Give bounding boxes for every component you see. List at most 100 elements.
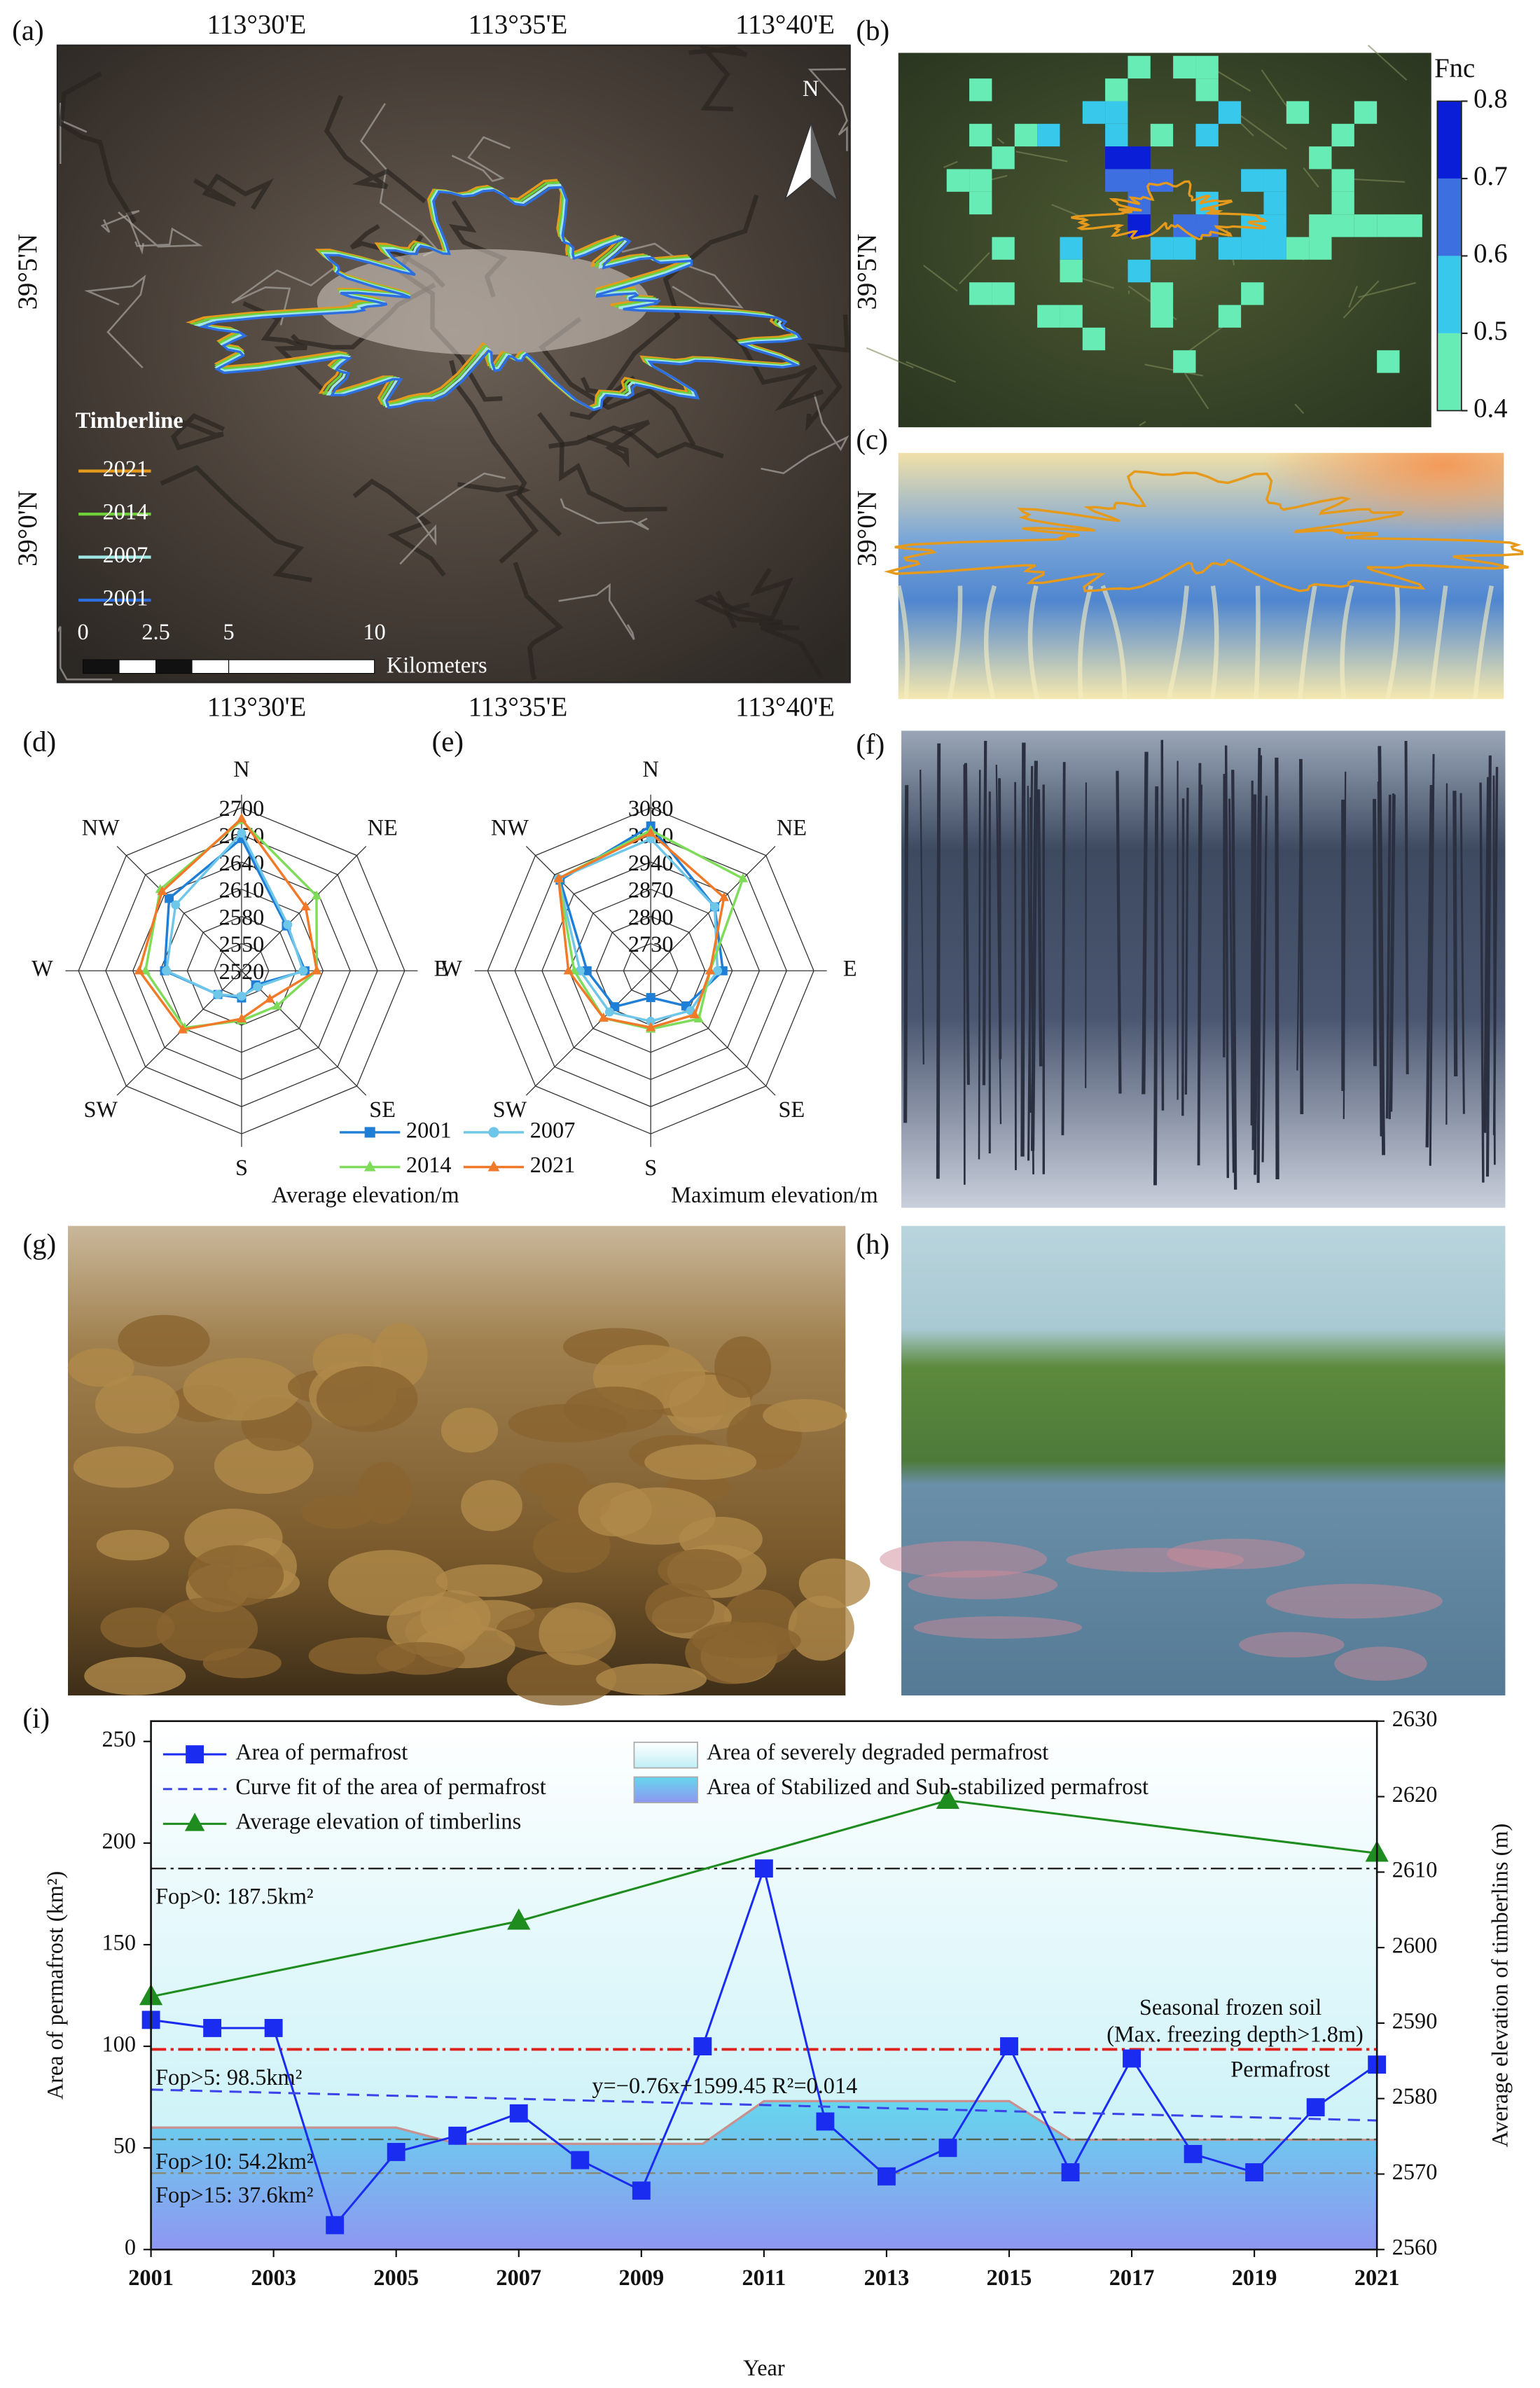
fnc-pixel — [1331, 123, 1354, 147]
scale-label: 2.5 — [141, 619, 169, 644]
legend-label: 2021 — [103, 456, 148, 481]
axis-category: N — [233, 756, 249, 782]
valley — [688, 45, 748, 112]
valley — [59, 71, 137, 224]
scale-label: 0 — [77, 619, 88, 644]
y-tick-label: 250 — [102, 1726, 137, 1751]
latitude-label: 39°5'N — [13, 234, 43, 310]
tree-trunk — [1388, 793, 1395, 1120]
x-tick-label: 2001 — [128, 2265, 174, 2290]
data-point — [816, 2112, 835, 2131]
fnc-pixel — [1150, 123, 1174, 147]
tree-trunk — [1479, 782, 1485, 1183]
tussock — [788, 1595, 854, 1661]
colorbar-segment — [1437, 101, 1462, 179]
tree-trunk — [982, 740, 987, 1085]
data-point — [1306, 2098, 1325, 2117]
reflection — [908, 1570, 1058, 1599]
axis-category: E — [843, 956, 857, 981]
legend-label: Average elevation of timberlins — [235, 1809, 521, 1834]
tussock — [436, 1564, 543, 1597]
ridge — [866, 347, 914, 368]
tree-trunk — [1251, 794, 1257, 1151]
reflection — [913, 1616, 1082, 1639]
reflection — [1166, 1539, 1305, 1569]
tussock — [578, 1483, 652, 1537]
r-tick-label: 2580 — [219, 904, 265, 929]
tussock — [156, 1597, 258, 1661]
scale-label: 5 — [223, 619, 235, 644]
legend-marker — [488, 1127, 499, 1138]
tree-trunk — [1027, 786, 1032, 1113]
r-tick-label: 2730 — [628, 931, 674, 957]
valley — [537, 412, 667, 512]
spoke — [116, 845, 242, 971]
data-point — [509, 2104, 528, 2123]
fnc-pixel — [1286, 237, 1310, 260]
timberline — [193, 183, 801, 410]
tussock — [214, 1437, 314, 1494]
fnc-pixel — [1082, 101, 1106, 124]
tussock — [539, 1602, 616, 1665]
data-point — [710, 902, 719, 912]
axis-category: W — [441, 956, 462, 981]
longitude-label: 113°30'E — [207, 692, 307, 722]
tussock — [118, 1314, 210, 1367]
r-tick-label: 2940 — [628, 850, 674, 875]
ridge — [1343, 280, 1380, 319]
spoke — [650, 970, 776, 1096]
data-point — [877, 2167, 896, 2186]
data-point — [507, 1908, 531, 1930]
reference-label: Fop>5: 98.5km² — [155, 2064, 302, 2090]
x-tick-label: 2019 — [1232, 2265, 1277, 2290]
fnc-pixel — [1037, 305, 1060, 328]
data-point — [311, 890, 322, 900]
y-tick-label: 0 — [125, 2235, 136, 2260]
spoke — [241, 970, 367, 1096]
tree-trunk — [1231, 770, 1237, 1190]
tussock — [188, 1545, 284, 1606]
tussock — [658, 1548, 742, 1591]
fnc-pixel — [1173, 55, 1196, 79]
tree-trunk — [1299, 758, 1304, 1114]
r-tick-label: 2800 — [628, 904, 674, 929]
tree-trunk — [1385, 794, 1392, 1119]
ridge — [943, 160, 958, 169]
snow-patch — [317, 249, 650, 355]
x-tick-label: 2013 — [864, 2265, 910, 2290]
tussock — [506, 1653, 617, 1706]
data-point — [265, 993, 275, 1003]
data-point — [598, 1012, 609, 1022]
dem-valley — [1429, 585, 1448, 700]
data-point — [719, 891, 729, 901]
fnc-pixel — [1218, 237, 1242, 260]
annotation: Permafrost — [1230, 2056, 1330, 2081]
legend-label: 2001 — [103, 585, 148, 610]
ridge — [1367, 44, 1408, 81]
reflection — [1334, 1646, 1427, 1681]
panel-label: (d) — [22, 725, 56, 757]
fnc-pixel — [1195, 123, 1219, 147]
axis-category: W — [32, 956, 53, 981]
data-point — [936, 1787, 960, 1809]
valley — [169, 412, 226, 451]
valley — [451, 136, 511, 182]
valley — [84, 275, 146, 369]
reference-label: Fop>10: 54.2km² — [155, 2148, 314, 2174]
y2-tick-label: 2630 — [1392, 1706, 1438, 1731]
north-label: N — [803, 76, 819, 101]
data-point — [387, 2143, 405, 2161]
fnc-pixel — [969, 78, 992, 102]
data-point — [1184, 2144, 1202, 2163]
valley — [56, 626, 113, 681]
tree-trunk — [1061, 762, 1066, 1136]
valley — [586, 419, 651, 468]
x-axis-title: Year — [743, 2355, 785, 2380]
fnc-pixel — [1173, 237, 1196, 260]
tree-trunk — [1184, 787, 1189, 1095]
y2-tick-label: 2600 — [1392, 1933, 1438, 1958]
x-tick-label: 2021 — [1354, 2265, 1400, 2290]
panel-label: (c) — [856, 423, 887, 455]
